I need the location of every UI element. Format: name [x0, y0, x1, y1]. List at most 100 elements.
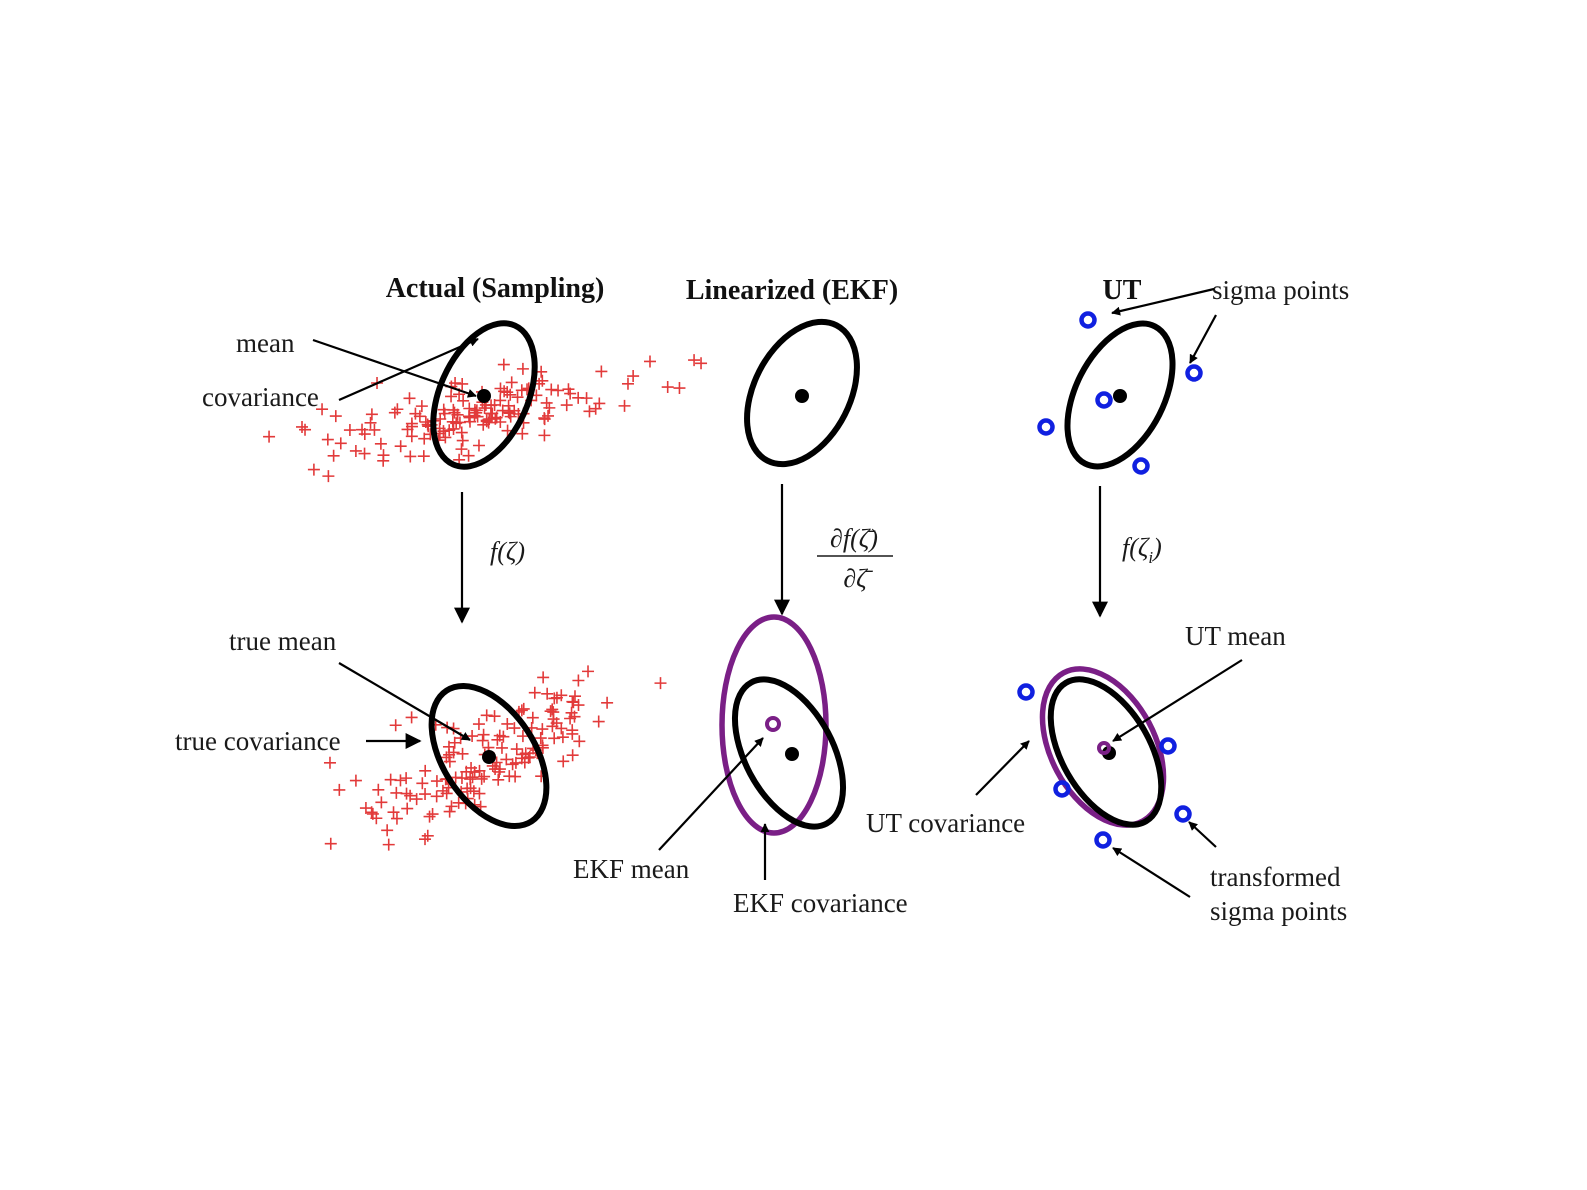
label-ut-mean: UT mean: [1185, 621, 1286, 651]
sample-point: [455, 426, 468, 439]
transform-actual-label: f(ζ): [490, 537, 525, 566]
sample-point: [333, 783, 346, 796]
sample-point: [494, 394, 507, 407]
sample-point: [389, 719, 402, 732]
sample-point: [466, 771, 479, 784]
sample-point: [568, 690, 581, 703]
sample-point: [464, 773, 477, 786]
sample-point: [349, 444, 362, 457]
sample-point: [501, 386, 514, 399]
sample-point: [545, 383, 558, 396]
true-covariance-ellipse-ut: [1047, 676, 1165, 828]
sigma-point: [1037, 418, 1055, 436]
sample-point: [483, 413, 496, 426]
sample-point: [372, 783, 385, 796]
sample-point: [307, 463, 320, 476]
label-sigma-points: sigma points: [1212, 275, 1349, 305]
sample-point: [573, 735, 586, 748]
sample-point: [448, 736, 461, 749]
transform-ekf-numerator: ∂f(ζ̄): [830, 524, 878, 553]
ut-mean-point: [1097, 741, 1111, 755]
sample-point: [405, 711, 418, 724]
sample-point: [564, 387, 577, 400]
sample-point: [492, 773, 505, 786]
mean-point-ut-before: [1113, 389, 1127, 403]
sample-point: [593, 397, 606, 410]
sample-point: [415, 400, 428, 413]
sample-point: [329, 410, 342, 423]
sample-point: [343, 424, 356, 437]
arrow-ut-covariance: [975, 740, 1030, 796]
sample-point: [455, 443, 468, 456]
sample-point: [324, 837, 337, 850]
sample-point: [494, 382, 507, 395]
true-mean-point-ekf: [785, 747, 799, 761]
sample-point: [572, 699, 585, 712]
sample-point: [643, 355, 656, 368]
sample-point: [621, 377, 634, 390]
sample-point: [494, 415, 507, 428]
label-ekf-covariance: EKF covariance: [733, 888, 908, 918]
sample-point: [463, 415, 476, 428]
sample-point: [564, 712, 577, 725]
sample-point: [695, 357, 708, 370]
sample-point: [523, 751, 536, 764]
sample-point: [478, 402, 491, 415]
sample-point: [423, 810, 436, 823]
sample-point: [426, 808, 439, 821]
sample-point: [468, 403, 481, 416]
sample-point: [505, 376, 518, 389]
sample-point: [516, 730, 529, 743]
sample-point: [510, 743, 523, 756]
sample-point: [509, 756, 522, 769]
sample-point: [688, 354, 701, 367]
sample-point: [528, 686, 541, 699]
sample-point: [595, 365, 608, 378]
sample-point: [547, 713, 560, 726]
sample-point: [419, 764, 432, 777]
sample-point: [430, 790, 443, 803]
sample-point: [296, 420, 309, 433]
sample-point: [536, 374, 549, 387]
sample-point: [358, 447, 371, 460]
arrow-ut-mean: [1112, 659, 1243, 742]
sample-point: [582, 665, 595, 678]
transform-ut-label: f(ζi): [1122, 533, 1162, 567]
covariance-ellipse-ut-before: [1064, 320, 1176, 470]
label-mean: mean: [236, 328, 295, 358]
label-true-mean: true mean: [229, 626, 337, 656]
sample-point: [509, 770, 522, 783]
sample-point: [364, 416, 377, 429]
sample-point: [496, 404, 509, 417]
sample-point: [456, 377, 469, 390]
sample-point: [365, 806, 378, 819]
sample-point: [508, 722, 521, 735]
sample-point: [456, 747, 469, 760]
title-actual-sampling: Actual (Sampling): [386, 273, 605, 304]
sample-point: [516, 362, 529, 375]
sample-point: [548, 732, 561, 745]
sample-point: [543, 401, 556, 414]
sample-point: [445, 800, 458, 813]
sample-point: [388, 406, 401, 419]
sample-point: [503, 407, 516, 420]
sigma-point: [1079, 311, 1097, 329]
sample-point: [457, 394, 470, 407]
sample-point: [349, 774, 362, 787]
sample-point: [472, 718, 485, 731]
sample-point: [455, 772, 468, 785]
sample-point: [516, 427, 529, 440]
sample-point: [592, 715, 605, 728]
sample-point: [517, 702, 530, 715]
sample-point: [544, 705, 557, 718]
sample-point: [478, 770, 491, 783]
sample-point: [440, 787, 453, 800]
sample-point: [404, 789, 417, 802]
transformed-sigma-point: [1017, 683, 1035, 701]
sample-point: [447, 746, 460, 759]
transformed-sigma-point: [1159, 737, 1177, 755]
sample-point: [515, 704, 528, 717]
sample-point: [546, 703, 559, 716]
sample-point: [572, 674, 585, 687]
label-transformed-sigma-points: sigma points: [1210, 896, 1347, 926]
